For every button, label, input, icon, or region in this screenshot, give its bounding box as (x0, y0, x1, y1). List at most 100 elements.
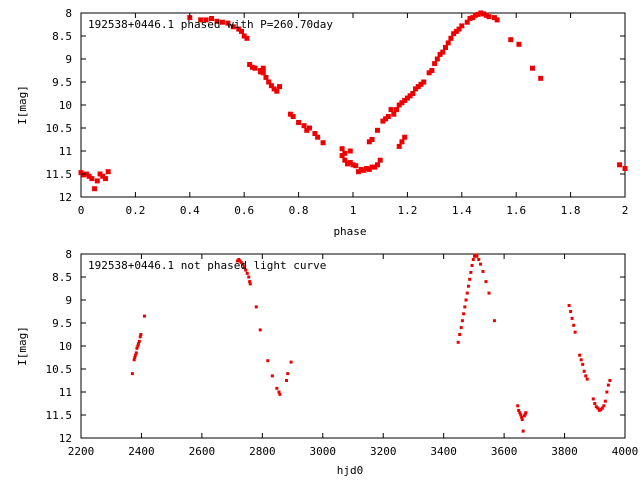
x-tick-label: 0.6 (234, 204, 254, 217)
data-point (277, 84, 283, 90)
data-point (358, 166, 364, 172)
data-point (339, 146, 345, 152)
data-point (578, 353, 582, 357)
data-point (78, 170, 84, 176)
data-point (258, 328, 262, 332)
data-point (442, 45, 448, 50)
data-point (238, 28, 244, 34)
data-point (239, 260, 243, 264)
x-axis-ticks: 2200 2400 2600 2800 3000 3200 3400 3600 3800 4000 (68, 254, 638, 458)
x-axis-label: phase (333, 225, 366, 238)
data-point (366, 139, 372, 145)
data-point (136, 342, 140, 346)
data-point (475, 254, 479, 258)
data-point (254, 305, 258, 309)
data-point (467, 16, 473, 22)
data-point (582, 369, 586, 373)
data-point (100, 173, 106, 179)
x-tick-label: 1.8 (561, 204, 581, 217)
data-point (432, 61, 438, 67)
data-point (260, 70, 266, 76)
data-point (486, 14, 492, 20)
data-point (277, 390, 281, 394)
x-tick-label: 2800 (249, 445, 276, 458)
data-point (487, 291, 491, 295)
data-point (209, 16, 215, 22)
data-point (266, 79, 272, 85)
x-tick-label: 3000 (310, 445, 337, 458)
data-point (453, 28, 459, 34)
data-point (458, 333, 462, 336)
data-point (569, 310, 573, 313)
data-point (603, 399, 607, 403)
data-point (242, 265, 246, 269)
data-point (524, 411, 528, 415)
data-point (475, 11, 481, 17)
data-point (570, 316, 574, 320)
data-point (464, 19, 470, 25)
x-axis-label: hjd0 (337, 464, 364, 477)
data-point (494, 17, 500, 23)
data-point (519, 413, 523, 417)
x-tick-label: 2 (622, 204, 629, 217)
y-tick-label: 11.5 (46, 409, 73, 422)
data-point (296, 119, 302, 125)
data-point (399, 139, 405, 145)
y-tick-label: 10 (59, 99, 72, 112)
data-point (94, 178, 100, 184)
data-point (593, 402, 597, 405)
data-point (347, 160, 353, 165)
data-point (522, 414, 526, 418)
data-point (608, 379, 612, 382)
data-point (396, 102, 402, 108)
y-axis-label: I[mag] (16, 85, 29, 125)
y-tick-label: 10.5 (46, 122, 73, 135)
y-tick-label: 10.5 (46, 363, 73, 376)
data-point (260, 65, 266, 71)
x-axis-ticks: 0 0.2 0.4 0.6 0.8 1 1.2 1.4 1.6 1.8 2 (78, 13, 629, 217)
data-point (491, 15, 497, 21)
data-point (388, 107, 394, 113)
data-point (492, 319, 496, 323)
data-point (241, 33, 247, 39)
y-tick-label: 8 (65, 248, 72, 261)
data-point (471, 258, 475, 262)
data-point (530, 65, 536, 71)
data-point (320, 140, 326, 146)
data-point (247, 275, 251, 279)
data-point (380, 118, 386, 124)
data-point (132, 358, 136, 362)
data-point (472, 12, 478, 18)
x-tick-label: 2200 (68, 445, 95, 458)
light-curve-points (130, 253, 612, 433)
data-point (508, 37, 514, 43)
data-point (404, 95, 410, 101)
data-point (278, 392, 282, 396)
data-point (244, 268, 248, 272)
data-point (468, 277, 472, 281)
data-point (484, 280, 488, 284)
data-point (394, 107, 400, 113)
data-point (479, 262, 483, 266)
data-point (477, 258, 481, 262)
data-point (271, 86, 277, 92)
x-tick-label: 3600 (491, 445, 518, 458)
data-point (581, 362, 585, 366)
data-point (516, 404, 520, 408)
data-point (97, 171, 103, 177)
x-tick-label: 0.2 (125, 204, 145, 217)
x-tick-label: 2600 (189, 445, 216, 458)
data-point (572, 323, 576, 327)
data-point (249, 64, 255, 70)
data-point (481, 269, 485, 273)
y-tick-label: 12 (59, 432, 72, 445)
data-point (287, 111, 293, 117)
data-point (244, 35, 250, 41)
data-point (600, 406, 604, 410)
data-point (483, 12, 489, 18)
data-point (350, 162, 356, 168)
data-point (585, 377, 589, 381)
x-tick-label: 2400 (128, 445, 155, 458)
